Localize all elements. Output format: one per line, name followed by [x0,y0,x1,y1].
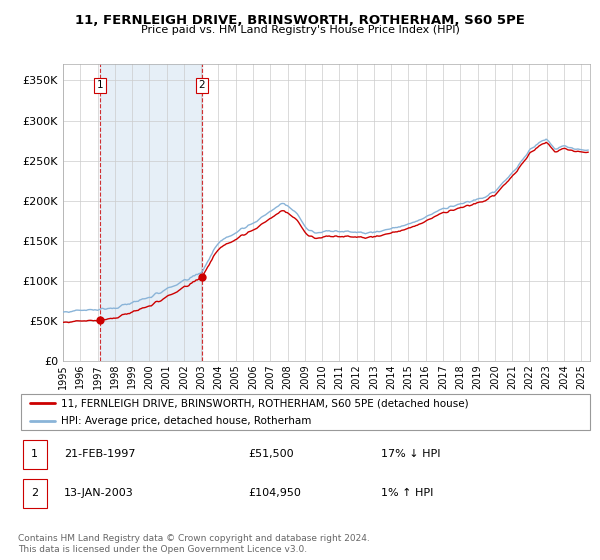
Text: HPI: Average price, detached house, Rotherham: HPI: Average price, detached house, Roth… [61,416,311,426]
Text: £51,500: £51,500 [248,449,294,459]
Text: 17% ↓ HPI: 17% ↓ HPI [381,449,440,459]
Text: 2: 2 [199,80,205,90]
Text: £104,950: £104,950 [248,488,301,498]
Bar [100,64,202,361]
Text: 1% ↑ HPI: 1% ↑ HPI [381,488,433,498]
Text: 21-FEB-1997: 21-FEB-1997 [64,449,136,459]
FancyBboxPatch shape [23,440,47,469]
Text: 11, FERNLEIGH DRIVE, BRINSWORTH, ROTHERHAM, S60 5PE: 11, FERNLEIGH DRIVE, BRINSWORTH, ROTHERH… [75,14,525,27]
Text: Price paid vs. HM Land Registry's House Price Index (HPI): Price paid vs. HM Land Registry's House … [140,25,460,35]
Text: 11, FERNLEIGH DRIVE, BRINSWORTH, ROTHERHAM, S60 5PE (detached house): 11, FERNLEIGH DRIVE, BRINSWORTH, ROTHERH… [61,398,469,408]
Text: This data is licensed under the Open Government Licence v3.0.: This data is licensed under the Open Gov… [18,545,307,554]
Text: 1: 1 [97,80,103,90]
Text: 13-JAN-2003: 13-JAN-2003 [64,488,134,498]
Text: 2: 2 [31,488,38,498]
Text: 1: 1 [31,449,38,459]
Text: Contains HM Land Registry data © Crown copyright and database right 2024.: Contains HM Land Registry data © Crown c… [18,534,370,543]
FancyBboxPatch shape [21,394,590,430]
FancyBboxPatch shape [23,479,47,508]
